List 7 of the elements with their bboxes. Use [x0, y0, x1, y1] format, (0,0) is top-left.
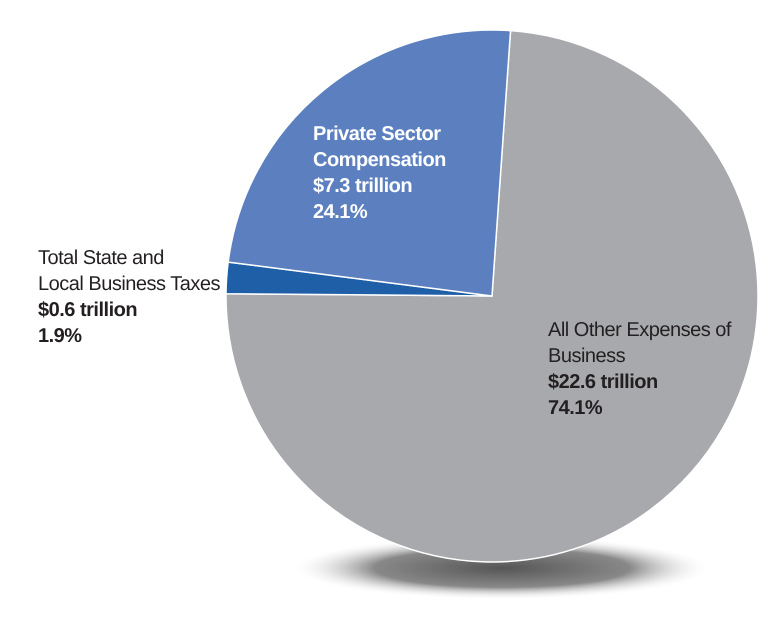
- slice-label: Private Sector Compensation: [313, 123, 446, 171]
- data-label: $22.6 trillion 74.1%: [548, 371, 658, 419]
- data-label: $0.6 trillion 1.9%: [38, 299, 138, 347]
- slice-label: Total State and Local Business Taxes: [38, 247, 220, 295]
- slice-label: All Other Expenses of Business: [548, 319, 732, 367]
- data-label: $7.3 trillion 24.1%: [313, 175, 412, 223]
- pie-slice: [225, 30, 758, 563]
